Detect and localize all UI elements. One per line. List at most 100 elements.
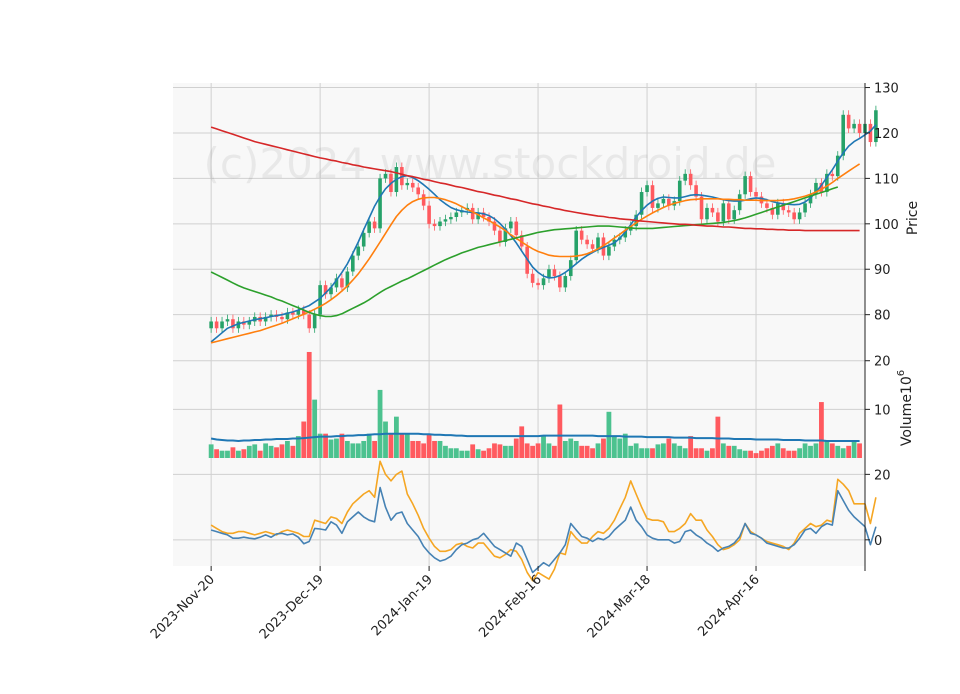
candle-body [814,182,818,195]
candle-body [732,210,737,220]
volume-panel [208,351,862,458]
volume-bar [617,438,623,458]
candle-body [498,230,502,242]
macd-line [210,486,877,574]
volume-bar [611,436,617,458]
volume-bar [552,445,557,458]
candle-body [797,212,802,220]
volume-bar [808,445,813,458]
candle-body [721,203,726,222]
volume-bar [568,438,574,458]
volume-bar [562,440,568,458]
volume-bar [682,448,688,458]
volume-bar [633,443,639,458]
candle-body [819,182,824,193]
candle-body [574,230,579,261]
candle-body [291,312,295,315]
candle-body [509,221,513,229]
indicator-tick-label: 20 [874,468,891,483]
price-tick-label: 110 [874,172,899,187]
volume-bar [399,433,405,458]
volume-bar [432,440,437,458]
candle-body [214,321,219,329]
candle-body [405,182,410,186]
volume-bar [208,444,214,458]
volume-bar [235,450,241,458]
candle-body [449,217,453,220]
volume-bar [388,433,394,458]
candle-body [476,212,480,220]
volume-bar [650,448,655,458]
volume-bar [753,453,759,458]
volume-bar [693,448,699,458]
indicator-panel-background [173,458,865,566]
volume-bar [835,445,841,458]
volume-bar [383,421,388,458]
volume-bar [595,443,601,458]
volume-bar [464,450,470,458]
volume-bar [290,445,296,458]
candle-body [563,276,568,288]
candle-body [481,212,486,217]
candle-body [312,314,317,329]
candle-body [683,173,687,181]
volume-bar [601,438,606,458]
volume-bar [317,433,323,458]
volume-bar [350,443,356,458]
candle-body [857,123,862,133]
volume-bar [530,445,536,458]
volume-bar [355,443,361,458]
volume-bar [225,450,230,458]
volume-bar [840,448,846,458]
x-tick-label: 2023-Nov-20 [148,572,218,642]
candle-body [541,278,546,286]
candle-body [667,198,671,206]
candle-body [503,228,508,242]
indicator-tick-label: 0 [874,534,882,549]
candle-body [318,285,322,315]
volume-bar [671,443,677,458]
volume-bar [519,426,525,458]
volume-bar [410,440,416,458]
volume-bar [230,447,236,458]
volume-bar [819,402,824,458]
volume-bar [421,443,427,458]
volume-bar [285,440,290,458]
volume-bar [857,443,862,458]
candle-body [694,185,698,197]
candle-body [209,321,213,329]
candle-body [623,230,628,238]
volume-bar [274,447,279,458]
volume-bar [508,445,514,458]
candle-body [361,232,366,247]
ma-short-line [210,124,877,343]
candle-body [661,198,666,204]
candle-body [519,235,524,247]
volume-bar [214,449,219,458]
candle-body [443,219,448,222]
price-tick-label: 120 [874,127,899,142]
candle-body [596,237,600,249]
volume-bar [219,450,225,458]
volume-bar [279,444,285,458]
volume-bar [344,440,350,458]
candle-body [296,310,301,315]
volume-bar [328,439,334,458]
candle-body [579,230,584,240]
volume-bar [802,443,808,458]
candle-body [323,285,328,295]
x-tick-label: 2024-Feb-16 [476,572,545,641]
candle-body [825,173,829,193]
volume-bar [666,438,672,458]
volume-bar [339,433,345,458]
candle-body [835,155,840,177]
volume-bar [492,443,497,458]
x-tick-label: 2024-Jan-19 [369,572,436,639]
volume-bar [726,445,732,458]
volume-bar [759,450,764,458]
volume-bar [361,440,367,458]
volume-bar [448,448,454,458]
candle-body [220,321,224,329]
volume-bar [590,448,595,458]
